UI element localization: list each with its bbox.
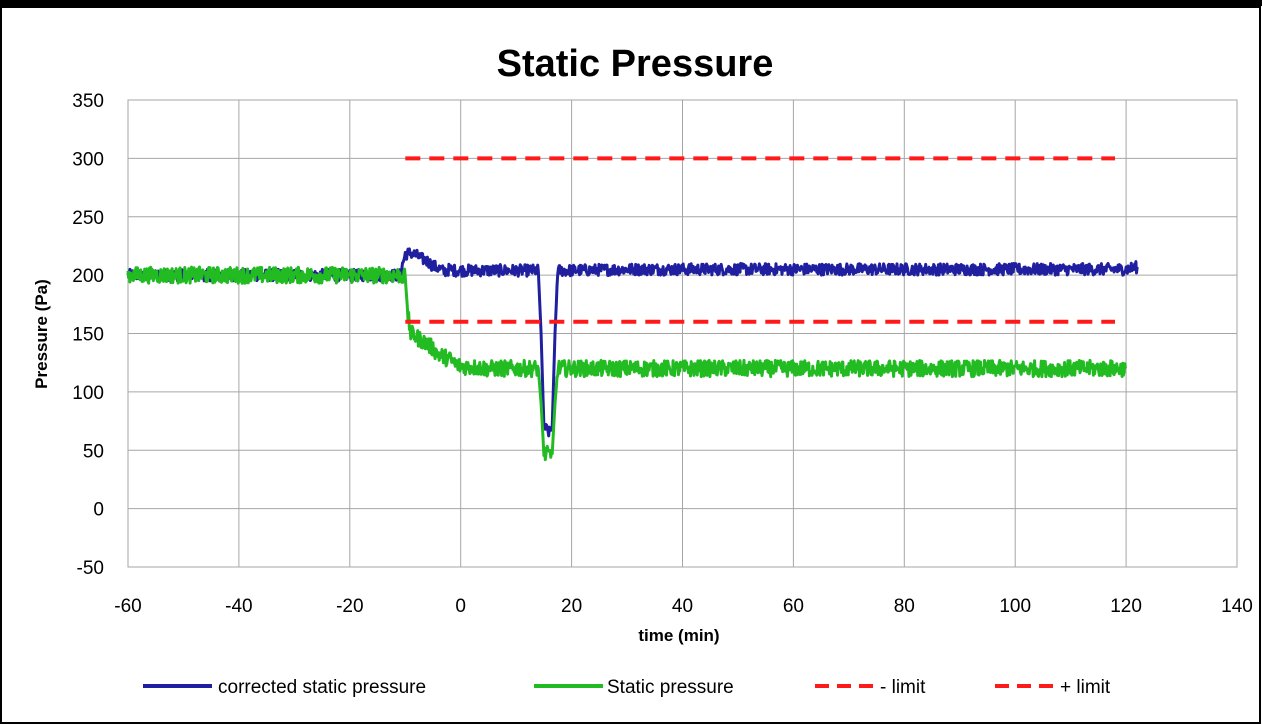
x-tick-label: -60 (114, 596, 141, 617)
legend-label-corrected: corrected static pressure (218, 677, 426, 698)
y-tick-label: 250 (72, 208, 104, 229)
x-tick-label: 140 (1221, 596, 1253, 617)
x-tick-label: -20 (336, 596, 363, 617)
x-tick-label: 40 (672, 596, 693, 617)
x-tick-label: 20 (561, 596, 582, 617)
x-tick-label: 80 (894, 596, 915, 617)
series-line-static-pressure (126, 265, 1127, 462)
legend-label-static: Static pressure (607, 677, 734, 698)
x-tick-label: 120 (1110, 596, 1142, 617)
series-layer (126, 156, 1139, 462)
y-tick-label: 350 (72, 91, 104, 112)
x-tick-label: 100 (999, 596, 1031, 617)
x-tick-labels: -60 -40 -20 0 20 40 60 80 100 120 140 (114, 596, 1253, 617)
y-axis-label: Pressure (Pa) (32, 279, 51, 389)
plot-border (127, 99, 1238, 568)
outer-border (0, 6, 1261, 724)
plot-area (127, 99, 1238, 568)
series-line-corrected-static-pressure (126, 247, 1139, 438)
legend-item-static-pressure: Static pressure (534, 677, 734, 698)
top-border-bar (0, 0, 1262, 6)
legend-item-minus-limit: - limit (815, 677, 926, 698)
y-tick-label: -50 (77, 558, 104, 579)
y-tick-label: 0 (93, 500, 104, 521)
legend-item-plus-limit: + limit (995, 677, 1111, 698)
chart-title: Static Pressure (497, 43, 774, 85)
legend-label-plus-limit: + limit (1060, 677, 1111, 698)
y-tick-label: 300 (72, 149, 104, 170)
y-tick-label: 200 (72, 266, 104, 287)
y-tick-label: 50 (83, 441, 104, 462)
y-tick-labels: -50 0 50 100 150 200 250 300 350 (72, 91, 104, 579)
x-axis-label: time (min) (638, 626, 719, 645)
y-tick-label: 150 (72, 325, 104, 346)
x-tick-label: 0 (455, 596, 466, 617)
legend: corrected static pressure Static pressur… (143, 677, 1111, 698)
grid-lines (127, 99, 1238, 568)
legend-label-minus-limit: - limit (880, 677, 926, 698)
x-tick-label: -40 (225, 596, 252, 617)
y-tick-label: 100 (72, 383, 104, 404)
legend-item-corrected-static-pressure: corrected static pressure (143, 677, 426, 698)
x-tick-label: 60 (783, 596, 804, 617)
